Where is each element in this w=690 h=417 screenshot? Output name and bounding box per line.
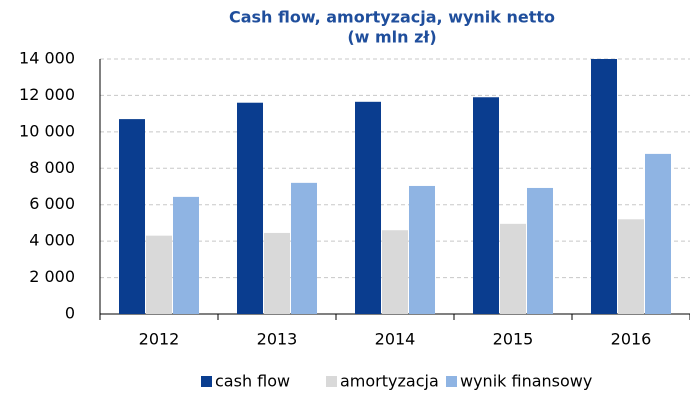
y-tick-label: 12 000 xyxy=(19,85,75,104)
legend-swatch xyxy=(446,376,457,387)
x-tick-label: 2015 xyxy=(493,330,534,349)
bar xyxy=(355,101,381,314)
bar xyxy=(173,196,199,314)
y-tick-label: 6 000 xyxy=(29,194,75,213)
bar xyxy=(500,223,526,314)
x-tick-label: 2016 xyxy=(611,330,652,349)
bar xyxy=(618,219,644,314)
y-tick-label: 10 000 xyxy=(19,121,75,140)
y-tick-label: 4 000 xyxy=(29,231,75,250)
legend-swatch xyxy=(326,376,337,387)
legend-swatch xyxy=(201,376,212,387)
bar xyxy=(409,185,435,314)
legend-label: cash flow xyxy=(215,372,290,391)
bar xyxy=(264,232,290,314)
bar xyxy=(527,187,553,314)
y-tick-label: 2 000 xyxy=(29,267,75,286)
chart-title: Cash flow, amortyzacja, wynik netto xyxy=(229,8,555,27)
bar xyxy=(119,119,145,314)
x-tick-label: 2012 xyxy=(139,330,180,349)
bar xyxy=(237,102,263,314)
y-tick-label: 8 000 xyxy=(29,158,75,177)
chart-subtitle: (w mln zł) xyxy=(347,28,436,47)
bar xyxy=(382,230,408,314)
x-tick-label: 2013 xyxy=(257,330,298,349)
bar xyxy=(645,153,671,314)
bar xyxy=(291,182,317,314)
x-tick-label: 2014 xyxy=(375,330,416,349)
y-tick-label: 0 xyxy=(65,304,75,323)
y-tick-label: 14 000 xyxy=(19,49,75,68)
bar xyxy=(591,59,617,314)
bar xyxy=(473,97,499,314)
bar xyxy=(146,235,172,314)
legend-label: wynik finansowy xyxy=(460,372,592,391)
legend-label: amortyzacja xyxy=(340,372,439,391)
